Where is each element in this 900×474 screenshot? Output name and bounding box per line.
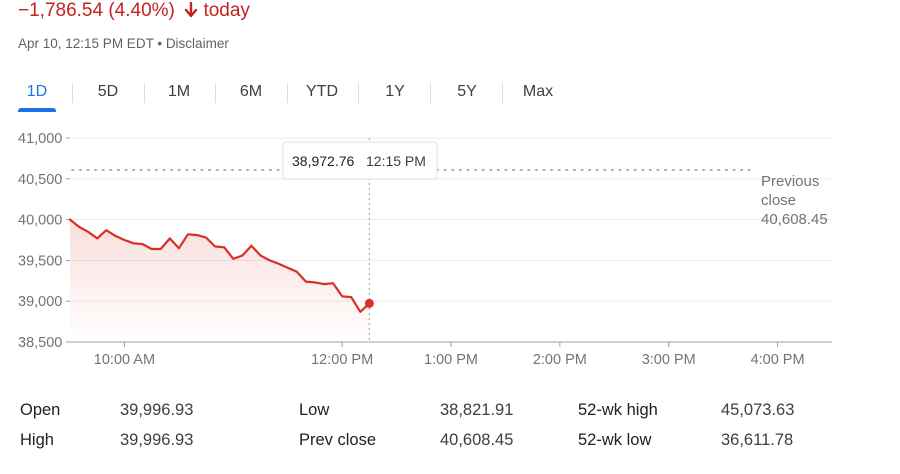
- tab-5y[interactable]: 5Y: [457, 83, 477, 100]
- stat-value-high: 39,996.93: [120, 431, 194, 449]
- tab-separator: [430, 83, 431, 103]
- disclaimer-link[interactable]: Disclaimer: [165, 36, 229, 51]
- tooltip-value: 38,972.76: [292, 153, 354, 169]
- price-change: −1,786.54 (4.40%) today: [18, 0, 250, 22]
- range-tabs: 1D 5D 1M 6M YTD 1Y 5Y Max: [0, 76, 900, 112]
- timestamp: Apr 10, 12:15 PM EDT: [18, 36, 154, 51]
- arrow-down-icon: [184, 0, 198, 22]
- stat-value-prev-close: 40,608.45: [440, 431, 514, 449]
- previous-close-value: 40,608.45: [761, 211, 828, 228]
- tab-separator: [502, 83, 503, 103]
- x-tick-label: 1:00 PM: [424, 352, 478, 368]
- previous-close-label-line1: Previous: [761, 173, 819, 190]
- previous-close-label: Previous close 40,608.45: [761, 173, 828, 228]
- price-chart[interactable]: 41,000 40,500 40,000 39,500 39,000 38,500 10:…: [0, 120, 900, 375]
- stat-label-high: High: [20, 431, 54, 449]
- stat-value-52wk-high: 45,073.63: [721, 401, 795, 419]
- y-tick-label: 40,500: [18, 172, 62, 188]
- y-axis: 41,000 40,500 40,000 39,500 39,000 38,500: [18, 131, 70, 351]
- stat-label-low: Low: [299, 401, 330, 419]
- separator: •: [153, 36, 166, 51]
- tab-5d[interactable]: 5D: [97, 83, 119, 100]
- y-tick-label: 40,000: [18, 213, 62, 229]
- tab-separator: [144, 83, 145, 103]
- tab-6m[interactable]: 6M: [239, 83, 263, 100]
- x-tick-label: 3:00 PM: [642, 352, 696, 368]
- x-tick-label: 10:00 AM: [94, 352, 155, 368]
- y-tick-label: 41,000: [18, 131, 62, 147]
- price-tooltip: 38,972.76 12:15 PM: [282, 141, 438, 180]
- tab-ytd[interactable]: YTD: [306, 83, 338, 100]
- tab-separator: [358, 83, 359, 103]
- tab-1m[interactable]: 1M: [167, 83, 191, 100]
- change-period: today: [203, 0, 250, 21]
- y-tick-label: 38,500: [18, 335, 62, 351]
- stat-value-52wk-low: 36,611.78: [721, 431, 794, 449]
- previous-close-label-line2: close: [761, 192, 796, 209]
- tab-1d[interactable]: 1D: [18, 76, 56, 112]
- current-price-point: [364, 298, 374, 308]
- x-axis: 10:00 AM 12:00 PM 1:00 PM 2:00 PM 3:00 PM 4:0…: [94, 342, 805, 368]
- price-area-fill: [70, 219, 370, 342]
- tab-separator: [287, 83, 288, 103]
- x-tick-label: 12:00 PM: [311, 352, 373, 368]
- timestamp-line: Apr 10, 12:15 PM EDT • Disclaimer: [18, 36, 229, 51]
- x-tick-label: 4:00 PM: [751, 352, 805, 368]
- x-tick-label: 2:00 PM: [533, 352, 587, 368]
- tooltip-time: 12:15 PM: [366, 153, 426, 169]
- stat-label-open: Open: [20, 401, 61, 419]
- stat-value-open: 39,996.93: [120, 401, 194, 419]
- stat-label-52wk-high: 52-wk high: [578, 401, 658, 419]
- y-tick-label: 39,500: [18, 253, 62, 269]
- tab-separator: [72, 83, 73, 103]
- stat-label-prev-close: Prev close: [299, 431, 377, 449]
- stat-value-low: 38,821.91: [440, 401, 514, 419]
- tab-max[interactable]: Max: [522, 83, 554, 100]
- y-tick-label: 39,000: [18, 294, 62, 310]
- price-line: [68, 218, 371, 313]
- stat-label-52wk-low: 52-wk low: [578, 431, 652, 449]
- change-amount: −1,786.54 (4.40%): [18, 0, 175, 21]
- tab-1y[interactable]: 1Y: [385, 83, 405, 100]
- tab-separator: [215, 83, 216, 103]
